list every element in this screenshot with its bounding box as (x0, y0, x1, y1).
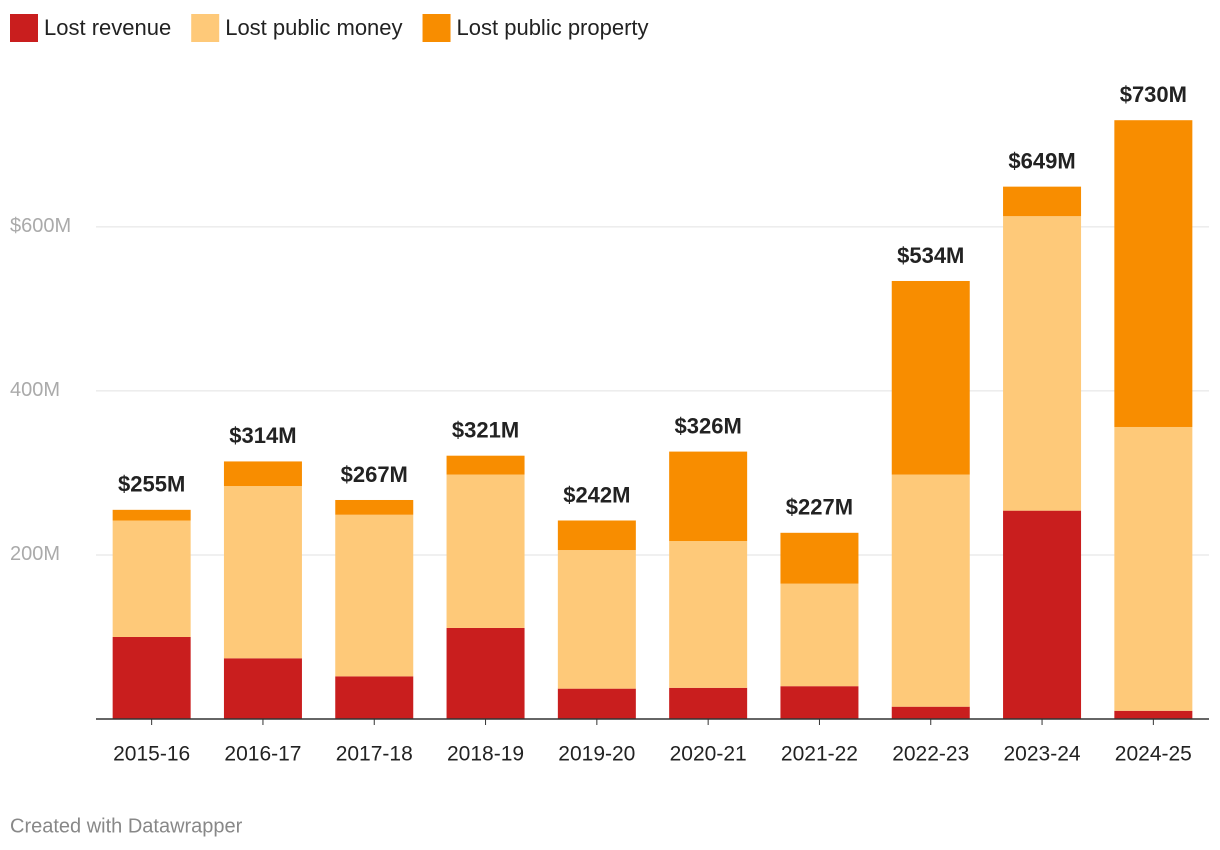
legend-swatch (10, 14, 38, 42)
bar-segment (335, 499, 414, 515)
bar-segment (1003, 216, 1082, 511)
y-tick-label: 400M (10, 379, 60, 401)
bar-segment (335, 676, 414, 719)
x-tick-label: 2016-17 (224, 743, 301, 766)
y-tick-label: $600M (10, 215, 71, 237)
bar-segment (669, 687, 748, 719)
bar-segment (1114, 426, 1193, 711)
x-tick-label: 2024-25 (1115, 743, 1192, 766)
bar-segment (1114, 120, 1193, 427)
x-tick-label: 2023-24 (1004, 743, 1081, 766)
bar-segment (891, 280, 970, 475)
bar-segment (669, 451, 748, 542)
bar-segment (1003, 186, 1082, 217)
bar-segment (557, 550, 636, 689)
total-label: $649M (1008, 148, 1075, 173)
bar-segment (557, 520, 636, 551)
total-label: $326M (675, 413, 742, 438)
total-label: $321M (452, 418, 519, 443)
bar-segment (557, 688, 636, 719)
total-label: $227M (786, 495, 853, 520)
total-label: $314M (229, 423, 296, 448)
bar-segment (446, 455, 525, 475)
x-tick-label: 2022-23 (892, 743, 969, 766)
x-tick-label: 2018-19 (447, 743, 524, 766)
y-tick-label: 200M (10, 543, 60, 565)
total-label: $730M (1120, 82, 1187, 107)
bar-segment (112, 509, 191, 521)
bar-segment (780, 532, 859, 584)
bar-segment (446, 474, 525, 628)
total-label: $242M (563, 482, 630, 507)
footer: Created with Datawrapper (10, 815, 243, 837)
total-label: $255M (118, 472, 185, 497)
bar-segment (780, 686, 859, 719)
bar-segment (223, 461, 302, 487)
bar-segment (1003, 510, 1082, 719)
legend-label: Lost public property (457, 15, 649, 40)
legend-label: Lost public money (225, 15, 402, 40)
legend-label: Lost revenue (44, 15, 171, 40)
bar-segment (669, 541, 748, 688)
bar-segment (891, 706, 970, 719)
bar-segment (112, 520, 191, 637)
x-tick-label: 2019-20 (558, 743, 635, 766)
x-tick-label: 2015-16 (113, 743, 190, 766)
bar-segment (891, 474, 970, 707)
bar-segment (446, 627, 525, 719)
bar-segment (780, 583, 859, 687)
bar-segment (1114, 710, 1193, 719)
x-tick-label: 2017-18 (336, 743, 413, 766)
total-label: $534M (897, 243, 964, 268)
x-tick-label: 2021-22 (781, 743, 858, 766)
bar-segment (223, 658, 302, 719)
legend-swatch (422, 14, 451, 42)
bar-segment (335, 514, 414, 677)
bar-segment (223, 486, 302, 659)
bar-segment (112, 636, 191, 719)
x-tick-label: 2020-21 (670, 743, 747, 766)
total-label: $267M (341, 462, 408, 487)
legend-swatch (191, 14, 220, 42)
